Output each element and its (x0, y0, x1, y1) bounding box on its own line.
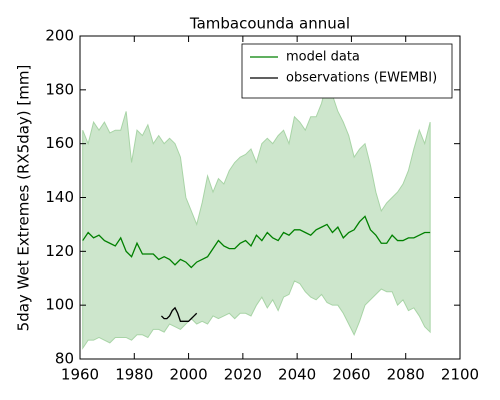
x-tick-label: 2020 (224, 366, 262, 384)
y-tick-label: 100 (45, 296, 74, 314)
x-tick-label: 2000 (169, 366, 207, 384)
series-line (82, 215, 431, 269)
x-tick-label: 2040 (278, 366, 316, 384)
legend-box (241, 43, 453, 99)
y-tick-label: 80 (55, 350, 74, 368)
x-tick-label: 2100 (441, 366, 479, 384)
x-tick-label: 2060 (332, 366, 370, 384)
y-tick-label: 200 (45, 27, 74, 45)
chart-title: Tambacounda annual (189, 15, 350, 33)
series-line (160, 306, 198, 322)
legend-label: observations (EWEMBI) (286, 71, 437, 86)
y-tick-label: 160 (45, 134, 74, 152)
x-tick-label: 2080 (387, 366, 425, 384)
y-axis-label: 5day Wet Extremes (RX5day) [mm] (15, 65, 33, 332)
uncertainty-band (82, 80, 431, 350)
legend-label: model data (286, 50, 360, 65)
x-tick-label: 1980 (115, 366, 153, 384)
y-tick-label: 120 (45, 242, 74, 260)
y-tick-label: 180 (45, 80, 74, 98)
x-tick-label: 1960 (61, 366, 99, 384)
y-tick-label: 140 (45, 188, 74, 206)
